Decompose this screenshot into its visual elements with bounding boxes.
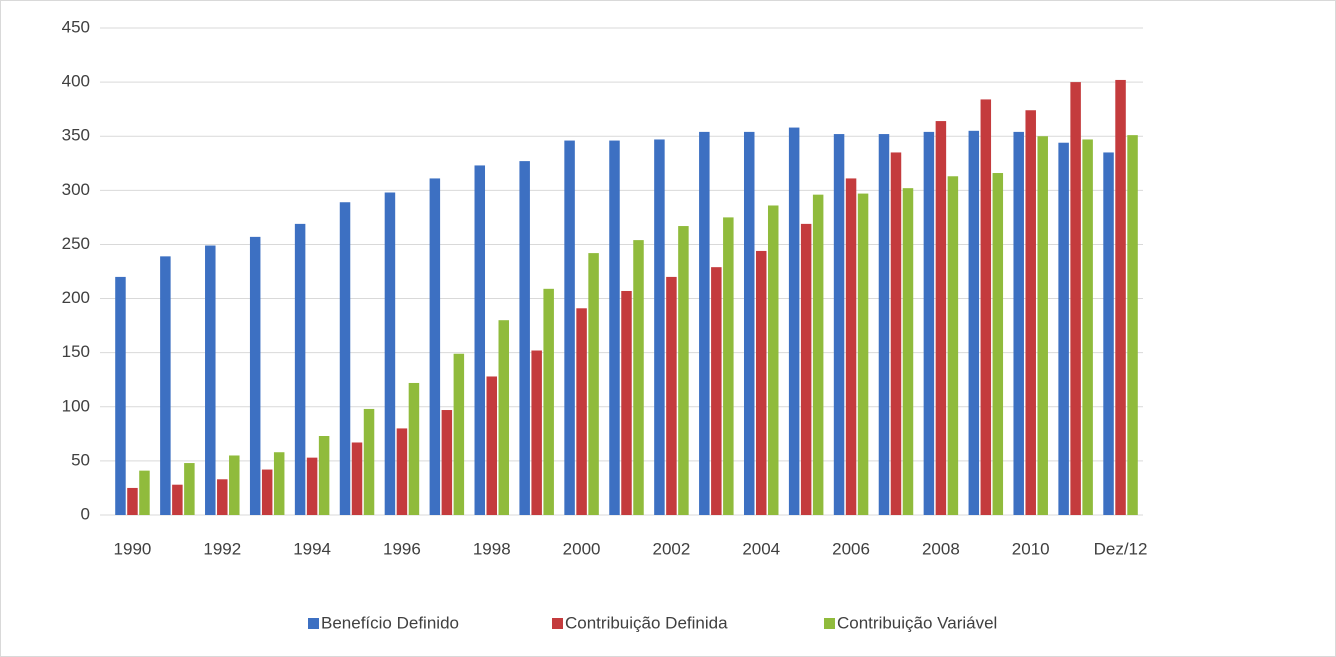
bar bbox=[857, 193, 869, 515]
bar bbox=[845, 178, 857, 515]
x-tick-label: Dez/12 bbox=[1094, 539, 1148, 558]
x-tick-label: 2000 bbox=[563, 539, 601, 558]
y-tick-label: 200 bbox=[62, 288, 90, 307]
bar bbox=[564, 140, 575, 515]
bar bbox=[396, 428, 408, 515]
x-tick-label: 2006 bbox=[832, 539, 870, 558]
y-tick-label: 250 bbox=[62, 234, 90, 253]
x-tick-label: 2008 bbox=[922, 539, 960, 558]
bar bbox=[139, 470, 150, 515]
y-tick-label: 50 bbox=[71, 450, 90, 469]
x-tick-label: 1990 bbox=[114, 539, 152, 558]
bar bbox=[666, 276, 677, 515]
bar bbox=[1115, 79, 1126, 516]
legend-label: Contribuição Variável bbox=[837, 613, 997, 632]
bar bbox=[633, 240, 644, 516]
bar bbox=[980, 99, 992, 515]
y-tick-label: 0 bbox=[81, 504, 90, 523]
bar bbox=[1037, 136, 1048, 515]
bar bbox=[1058, 142, 1069, 515]
y-tick-label: 350 bbox=[62, 126, 90, 145]
y-tick-label: 100 bbox=[62, 396, 90, 415]
bar bbox=[363, 408, 375, 515]
y-tick-label: 450 bbox=[62, 17, 90, 36]
bar bbox=[654, 139, 665, 516]
bar bbox=[318, 435, 330, 515]
bar bbox=[711, 267, 722, 515]
bar bbox=[678, 226, 689, 515]
bar bbox=[800, 223, 812, 516]
bar bbox=[294, 223, 306, 516]
bar bbox=[1025, 110, 1036, 515]
bar bbox=[115, 276, 126, 515]
bar bbox=[172, 484, 183, 515]
bar bbox=[923, 131, 935, 516]
bar bbox=[621, 290, 632, 515]
bar bbox=[543, 288, 554, 515]
bar bbox=[588, 253, 599, 515]
x-tick-label: 1998 bbox=[473, 539, 511, 558]
bar bbox=[833, 134, 845, 515]
bar bbox=[812, 194, 824, 515]
y-tick-label: 300 bbox=[62, 180, 90, 199]
x-tick-label: 1992 bbox=[203, 539, 241, 558]
bar bbox=[755, 250, 767, 515]
bar bbox=[576, 308, 587, 515]
bar bbox=[249, 236, 261, 515]
bar bbox=[723, 217, 734, 515]
bar bbox=[767, 205, 779, 516]
bar bbox=[609, 140, 620, 515]
bar bbox=[1103, 152, 1114, 515]
bar bbox=[935, 121, 947, 516]
y-tick-label: 150 bbox=[62, 342, 90, 361]
bar bbox=[273, 452, 285, 515]
bar bbox=[160, 256, 171, 515]
bar bbox=[968, 130, 980, 516]
legend-label: Contribuição Definida bbox=[565, 613, 728, 632]
bar bbox=[261, 469, 273, 515]
bar bbox=[453, 353, 465, 515]
bar bbox=[902, 188, 914, 515]
bar bbox=[408, 382, 420, 515]
bar bbox=[1013, 131, 1024, 516]
bar bbox=[217, 479, 228, 515]
bar bbox=[474, 165, 486, 516]
x-tick-label: 2010 bbox=[1012, 539, 1050, 558]
bar bbox=[339, 202, 351, 515]
bar bbox=[1070, 82, 1081, 515]
x-tick-label: 2004 bbox=[742, 539, 780, 558]
bar bbox=[429, 178, 441, 515]
bar bbox=[519, 161, 530, 515]
bar bbox=[1127, 135, 1138, 515]
bar bbox=[788, 127, 800, 515]
bar bbox=[384, 192, 396, 515]
legend-label: Benefício Definido bbox=[321, 613, 459, 632]
legend-swatch bbox=[308, 618, 319, 629]
bar bbox=[229, 455, 240, 515]
bar bbox=[184, 463, 195, 515]
bar bbox=[127, 487, 138, 515]
bar bbox=[890, 152, 902, 515]
legend-swatch bbox=[552, 618, 563, 629]
bar bbox=[878, 134, 890, 515]
bar bbox=[992, 173, 1004, 516]
bar bbox=[743, 131, 755, 516]
y-tick-label: 400 bbox=[62, 72, 90, 91]
bar bbox=[947, 176, 959, 515]
bar bbox=[205, 245, 216, 515]
bar bbox=[306, 457, 318, 515]
bar bbox=[441, 410, 453, 515]
bar bbox=[498, 320, 510, 515]
bar bbox=[1082, 139, 1093, 516]
bar bbox=[699, 131, 710, 516]
bar bbox=[531, 350, 542, 515]
x-tick-label: 2002 bbox=[652, 539, 690, 558]
x-tick-label: 1994 bbox=[293, 539, 331, 558]
x-tick-label: 1996 bbox=[383, 539, 421, 558]
legend-swatch bbox=[824, 618, 835, 629]
bar bbox=[486, 376, 498, 515]
bar bbox=[351, 442, 363, 515]
